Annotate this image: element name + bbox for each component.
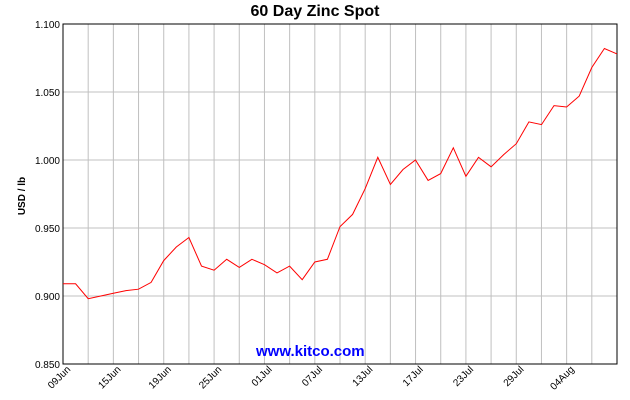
- y-axis-ticks: 1.100 1.050 1.000 0.950 0.900 0.850: [35, 20, 60, 371]
- grid: [62, 23, 618, 365]
- x-tick-label: 15Jun: [96, 364, 123, 391]
- y-tick-label: 1.000: [35, 156, 60, 167]
- x-axis-ticks: 09Jun 15Jun 19Jun 25Jun 01Jul 07Jul 13Jul 17Jul…: [46, 364, 577, 392]
- series-line: [63, 47, 618, 300]
- y-tick-label: 0.850: [35, 360, 60, 371]
- y-tick-label: 1.050: [35, 88, 60, 99]
- x-tick-label: 25Jun: [197, 364, 224, 391]
- x-tick-label: 17Jul: [401, 364, 426, 389]
- x-tick-label: 23Jul: [451, 364, 476, 389]
- y-axis-label: USD / lb: [17, 177, 28, 215]
- y-tick-label: 0.950: [35, 224, 60, 235]
- y-tick-label: 1.100: [35, 20, 60, 31]
- chart-title: 60 Day Zinc Spot: [250, 3, 380, 20]
- x-tick-label: 19Jun: [147, 364, 174, 391]
- x-tick-label: 13Jul: [351, 364, 376, 389]
- x-tick-label: 04Aug: [549, 364, 577, 392]
- watermark-link[interactable]: www.kitco.com: [256, 343, 365, 360]
- y-tick-label: 0.900: [35, 292, 60, 303]
- x-tick-label: 07Jul: [300, 364, 325, 389]
- plot-frame: [62, 23, 618, 365]
- x-tick-label: 29Jul: [502, 364, 527, 389]
- x-tick-label: 01Jul: [250, 364, 275, 389]
